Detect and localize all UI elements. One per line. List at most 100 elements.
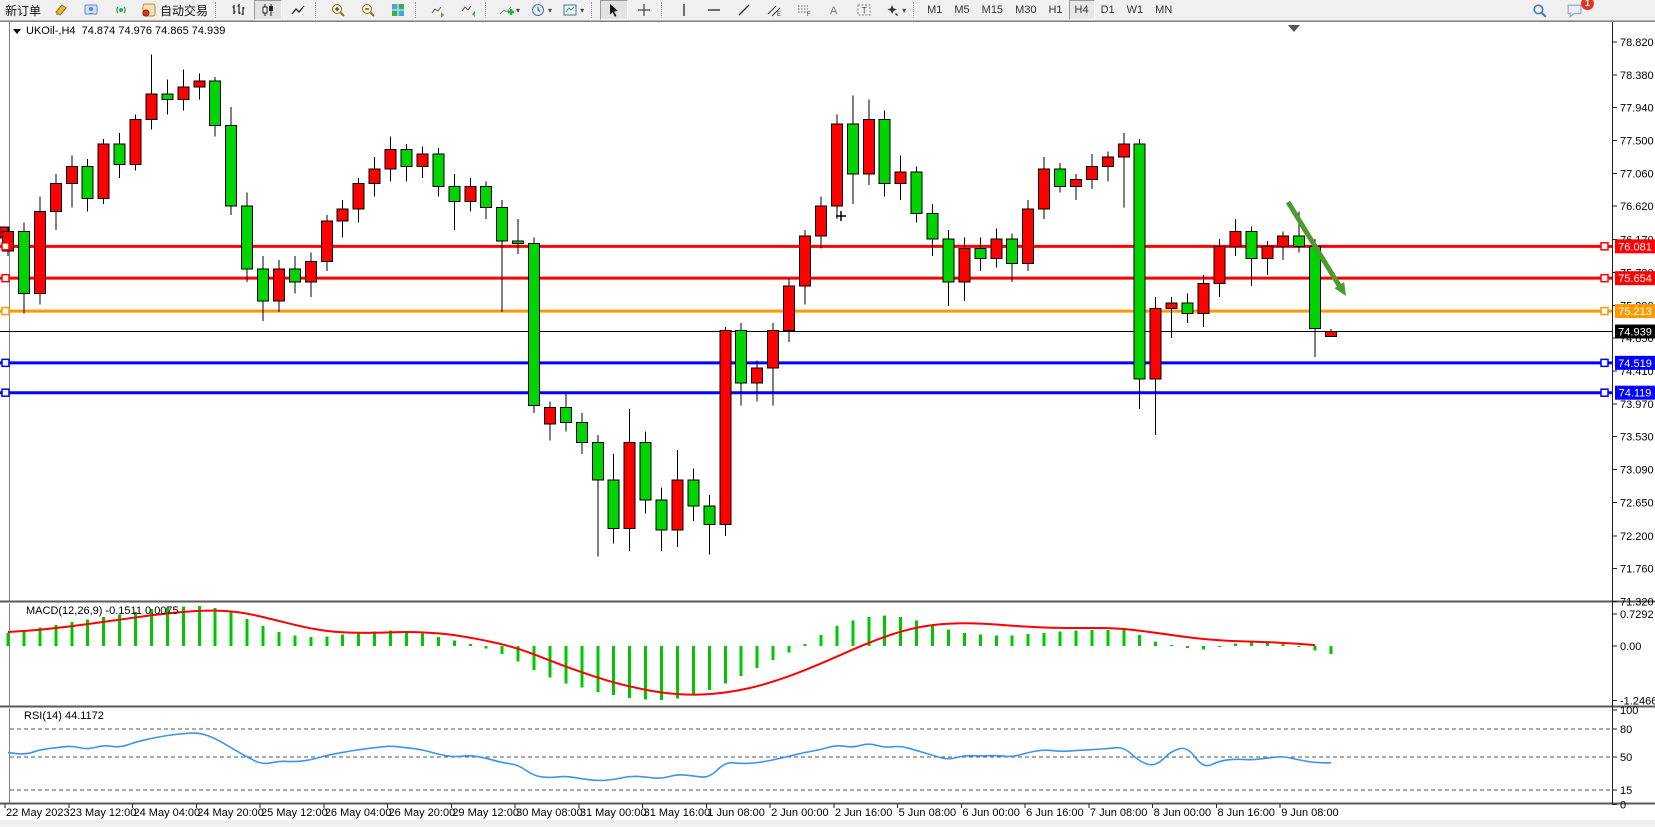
timeframe-button-h4[interactable]: H4 bbox=[1068, 0, 1095, 20]
autotrading-button[interactable]: 自动交易 bbox=[137, 0, 212, 20]
hosting-icon[interactable] bbox=[77, 0, 105, 20]
arrow-object[interactable] bbox=[1285, 200, 1343, 289]
hline-handle[interactable] bbox=[1, 242, 10, 251]
candle-body bbox=[878, 119, 891, 185]
timeframe-button-w1[interactable]: W1 bbox=[1126, 4, 1144, 16]
timeframe-button-d1[interactable]: D1 bbox=[1100, 4, 1115, 16]
hline-price-badge bbox=[1615, 304, 1655, 319]
macd-histogram-bar bbox=[500, 646, 504, 654]
timeframe-button-m15[interactable]: M15 bbox=[981, 4, 1004, 16]
timeframe-button-m1[interactable]: M1 bbox=[927, 4, 943, 16]
hline-handle[interactable] bbox=[1, 273, 10, 283]
candlestick-chart-icon[interactable] bbox=[254, 0, 283, 20]
toolbar-separator bbox=[215, 2, 221, 18]
macd-histogram-bar bbox=[771, 646, 775, 661]
hline-price-badge-label: 74.119 bbox=[1619, 388, 1652, 400]
candle-body bbox=[1293, 235, 1306, 247]
macd-histogram-bar bbox=[803, 643, 807, 646]
cursor-icon[interactable] bbox=[600, 0, 629, 20]
timeframe-button-m30[interactable]: M30 bbox=[1015, 4, 1037, 16]
timeframe-button-mn[interactable]: MN bbox=[1155, 4, 1173, 16]
macd-histogram-bar bbox=[1265, 642, 1269, 646]
candle-body bbox=[1117, 143, 1130, 158]
templates-icon[interactable]: ▾ bbox=[558, 0, 588, 20]
horizontal-line-icon[interactable] bbox=[700, 0, 728, 20]
metaeditor-icon[interactable] bbox=[47, 0, 75, 20]
macd-histogram-bar bbox=[628, 646, 632, 698]
bar-chart-icon[interactable] bbox=[224, 0, 252, 20]
candle-body bbox=[17, 230, 30, 294]
timeframe-button-h1[interactable]: H1 bbox=[1048, 4, 1063, 16]
hline-handle[interactable] bbox=[1, 358, 10, 368]
bid-price-badge-label: 74.939 bbox=[1618, 327, 1652, 339]
line-chart-icon[interactable] bbox=[284, 0, 312, 20]
macd-histogram-bar bbox=[851, 620, 855, 646]
macd-axis-label: -1.2466 bbox=[1620, 696, 1655, 708]
chart-menu-triangle-icon[interactable] bbox=[13, 28, 21, 34]
text-label-icon[interactable]: T bbox=[850, 0, 878, 20]
toolbar-separator bbox=[315, 2, 321, 18]
hline-handle[interactable] bbox=[1600, 242, 1609, 251]
chat-icon[interactable]: 1 bbox=[1560, 0, 1594, 20]
indicators-icon[interactable]: ▾ bbox=[494, 0, 524, 20]
candle-body bbox=[1101, 156, 1114, 168]
macd-histogram-bar bbox=[325, 636, 329, 646]
hline-handle[interactable] bbox=[1, 388, 10, 397]
price-tick-label: 73.090 bbox=[1620, 464, 1654, 476]
candle-body bbox=[352, 183, 365, 210]
zoom-out-icon[interactable] bbox=[354, 0, 382, 20]
candle-body bbox=[1197, 283, 1210, 315]
macd-histogram-bar bbox=[277, 631, 281, 646]
candle-body bbox=[543, 407, 556, 425]
candle-body bbox=[575, 421, 588, 444]
search-icon[interactable] bbox=[1525, 0, 1553, 20]
macd-histogram-bar bbox=[1202, 646, 1205, 650]
hline-handle[interactable] bbox=[1, 306, 10, 316]
candle-body bbox=[65, 166, 78, 185]
bid-price-badge bbox=[1615, 324, 1655, 339]
arrows-icon[interactable]: ▾ bbox=[880, 0, 910, 20]
hline-handle[interactable] bbox=[1600, 358, 1609, 368]
candle-body bbox=[49, 183, 62, 212]
price-tick-label: 72.650 bbox=[1620, 497, 1654, 509]
price-tick-label: 73.530 bbox=[1620, 432, 1654, 444]
new-order-label: 新订单 bbox=[5, 3, 42, 18]
signals-icon[interactable] bbox=[107, 0, 135, 20]
tile-windows-icon[interactable] bbox=[384, 0, 412, 20]
hline-handle[interactable] bbox=[1600, 388, 1609, 397]
macd-axis-label: 0.00 bbox=[1620, 641, 1641, 653]
hline-handle[interactable] bbox=[1600, 273, 1609, 283]
equidistant-channel-icon[interactable]: E bbox=[760, 0, 788, 20]
price-tick-label: 71.760 bbox=[1620, 564, 1654, 576]
plus-marker-object[interactable] bbox=[836, 211, 846, 221]
macd-histogram-bar bbox=[1281, 644, 1285, 646]
arrow-object-head[interactable] bbox=[1334, 282, 1346, 296]
zoom-in-icon[interactable] bbox=[324, 0, 352, 20]
periods-icon[interactable]: ▾ bbox=[526, 0, 556, 20]
macd-histogram-bar bbox=[580, 646, 584, 688]
hline-handle[interactable] bbox=[1600, 306, 1609, 316]
new-order-button[interactable]: 新订单 bbox=[1, 0, 45, 20]
candle-body bbox=[496, 207, 509, 242]
macd-histogram-bar bbox=[835, 626, 839, 646]
macd-histogram-bar bbox=[86, 619, 90, 646]
candle-body bbox=[990, 238, 1003, 259]
crosshair-icon[interactable] bbox=[630, 0, 658, 20]
candle-body bbox=[1038, 168, 1051, 210]
time-tick-label: 2 Jun 16:00 bbox=[835, 807, 893, 819]
vertical-line-icon[interactable] bbox=[670, 0, 698, 20]
trendline-icon[interactable] bbox=[730, 0, 758, 20]
candle-body bbox=[257, 268, 270, 302]
chart-shift-marker[interactable] bbox=[1288, 25, 1300, 32]
time-tick-label: 26 May 04:00 bbox=[325, 807, 392, 819]
time-tick-label: 7 Jun 08:00 bbox=[1090, 807, 1148, 819]
fibonacci-icon[interactable]: F bbox=[790, 0, 818, 20]
candle-body bbox=[1245, 230, 1258, 259]
timeframe-button-m5[interactable]: M5 bbox=[954, 4, 970, 16]
time-tick-label: 24 May 20:00 bbox=[197, 807, 264, 819]
text-icon[interactable]: A bbox=[820, 0, 848, 20]
auto-scroll-icon[interactable] bbox=[424, 0, 452, 20]
candle-body bbox=[814, 205, 827, 237]
chart-shift-icon[interactable] bbox=[454, 0, 482, 20]
macd-histogram-bar bbox=[1249, 641, 1253, 646]
